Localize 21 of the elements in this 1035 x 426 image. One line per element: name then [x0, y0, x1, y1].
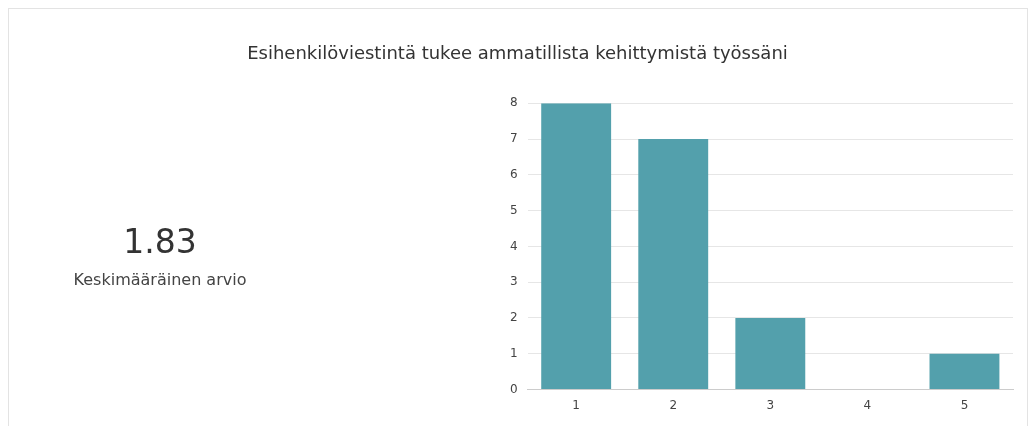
y-tick-label: 8	[509, 95, 518, 110]
y-tick-label: 2	[509, 310, 518, 325]
chart-title: Esihenkilöviestintä tukee ammatillista kehittymistä työssäni	[246, 42, 789, 63]
text: Keskimääräinen arvio	[72, 270, 248, 289]
bar	[929, 353, 1000, 390]
bar	[541, 103, 612, 390]
x-tick-label: 3	[766, 397, 775, 412]
y-tick-label: 5	[509, 202, 518, 217]
bar	[638, 139, 709, 390]
y-tick-label: 4	[509, 238, 518, 253]
text: 1.83	[122, 221, 198, 263]
y-tick-label: 1	[509, 345, 518, 360]
x-tick-label: 1	[572, 397, 580, 412]
x-tick-label: 2	[669, 397, 678, 412]
x-tick-label: 4	[863, 397, 872, 412]
y-tick-label: 6	[509, 166, 518, 181]
y-tick-label: 0	[509, 381, 518, 396]
y-tick-label: 3	[509, 274, 518, 289]
y-tick-label: 7	[509, 131, 518, 146]
x-tick-label: 5	[960, 397, 969, 412]
bar	[735, 318, 806, 390]
